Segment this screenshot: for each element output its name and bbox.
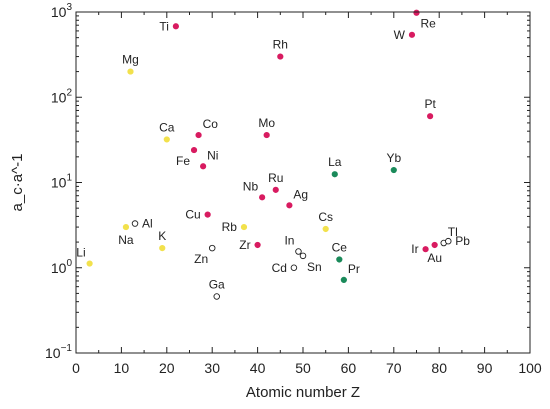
point-sn xyxy=(299,252,307,260)
point-mg xyxy=(127,68,134,75)
point-label-co: Co xyxy=(203,117,219,131)
point-label-re: Re xyxy=(421,17,437,31)
point-ga xyxy=(213,293,220,300)
point-ru xyxy=(272,186,279,193)
point-label-w: W xyxy=(394,28,406,42)
point-cs xyxy=(322,225,329,233)
point-ag xyxy=(286,202,293,209)
plot-frame xyxy=(75,11,531,354)
point-label-au: Au xyxy=(427,251,442,265)
point-label-ag: Ag xyxy=(293,187,308,201)
point-la xyxy=(331,171,338,178)
x-tick-label: 60 xyxy=(341,360,357,376)
point-re xyxy=(413,9,420,16)
x-tick-label: 20 xyxy=(159,360,175,376)
point-label-cd: Cd xyxy=(272,261,287,275)
point-label-li: Li xyxy=(76,246,85,260)
y-tick-label: 103 xyxy=(51,2,73,20)
point-label-ti: Ti xyxy=(159,19,169,33)
point-ca xyxy=(163,136,170,143)
point-co xyxy=(195,131,202,139)
point-al xyxy=(131,220,139,227)
point-label-in: In xyxy=(284,234,294,248)
x-tick-label: 10 xyxy=(114,360,130,376)
point-k xyxy=(159,245,166,252)
point-ce xyxy=(336,256,343,263)
point-label-fe: Fe xyxy=(176,154,190,168)
point-ti xyxy=(172,23,179,30)
data-points xyxy=(86,9,452,300)
point-label-ni: Ni xyxy=(207,148,218,162)
point-label-mo: Mo xyxy=(258,116,275,130)
point-label-k: K xyxy=(158,229,166,243)
x-tick-label: 100 xyxy=(518,360,542,376)
point-cd xyxy=(290,264,298,272)
point-cu xyxy=(204,211,211,218)
point-label-ca: Ca xyxy=(159,120,175,134)
point-label-rh: Rh xyxy=(273,38,288,52)
point-label-la: La xyxy=(328,155,342,169)
x-tick-label: 30 xyxy=(204,360,220,376)
point-label-al: Al xyxy=(142,217,153,231)
point-label-nb: Nb xyxy=(243,179,259,193)
point-label-pt: Pt xyxy=(424,97,436,111)
point-li xyxy=(86,260,93,267)
y-tick-label: 10−1 xyxy=(45,343,72,361)
x-tick-label: 80 xyxy=(431,360,447,376)
y-axis-title: a_c·a^-1 xyxy=(9,154,26,212)
point-nb xyxy=(259,194,266,201)
point-label-sn: Sn xyxy=(307,260,322,274)
point-label-ru: Ru xyxy=(268,171,283,185)
point-zr xyxy=(254,241,261,249)
x-tick-label: 40 xyxy=(250,360,266,376)
point-label-ga: Ga xyxy=(209,277,225,291)
point-pb xyxy=(445,237,452,245)
point-label-cu: Cu xyxy=(185,208,200,222)
point-na xyxy=(122,223,130,231)
point-pr xyxy=(340,276,347,284)
point-label-ir: Ir xyxy=(411,242,418,256)
x-tick-label: 90 xyxy=(477,360,493,376)
point-label-na: Na xyxy=(118,233,134,247)
point-label-tl: Tl xyxy=(448,225,458,239)
point-zn xyxy=(208,244,216,252)
x-tick-label: 0 xyxy=(72,360,80,376)
x-tick-label: 50 xyxy=(295,360,311,376)
point-label-yb: Yb xyxy=(386,151,401,165)
point-yb xyxy=(390,166,397,174)
point-label-mg: Mg xyxy=(122,53,139,67)
point-label-zn: Zn xyxy=(194,252,208,266)
y-tick-label: 100 xyxy=(51,258,73,276)
point-label-rb: Rb xyxy=(222,220,238,234)
point-in xyxy=(295,248,302,255)
point-label-ce: Ce xyxy=(332,240,348,254)
point-fe xyxy=(190,146,198,154)
point-rh xyxy=(277,53,284,60)
point-ir xyxy=(422,246,429,253)
point-label-pb: Pb xyxy=(455,234,470,248)
point-pt xyxy=(427,113,434,120)
x-axis-title: Atomic number Z xyxy=(246,384,360,401)
point-w xyxy=(408,31,416,38)
point-au xyxy=(431,241,438,249)
point-label-pr: Pr xyxy=(348,262,360,276)
y-tick-label: 102 xyxy=(51,87,73,105)
y-tick-label: 101 xyxy=(51,173,73,191)
point-ni xyxy=(200,163,207,170)
point-label-zr: Zr xyxy=(239,238,250,252)
point-mo xyxy=(263,131,270,139)
x-tick-label: 70 xyxy=(386,360,402,376)
point-rb xyxy=(240,223,248,231)
point-label-cs: Cs xyxy=(318,210,333,224)
